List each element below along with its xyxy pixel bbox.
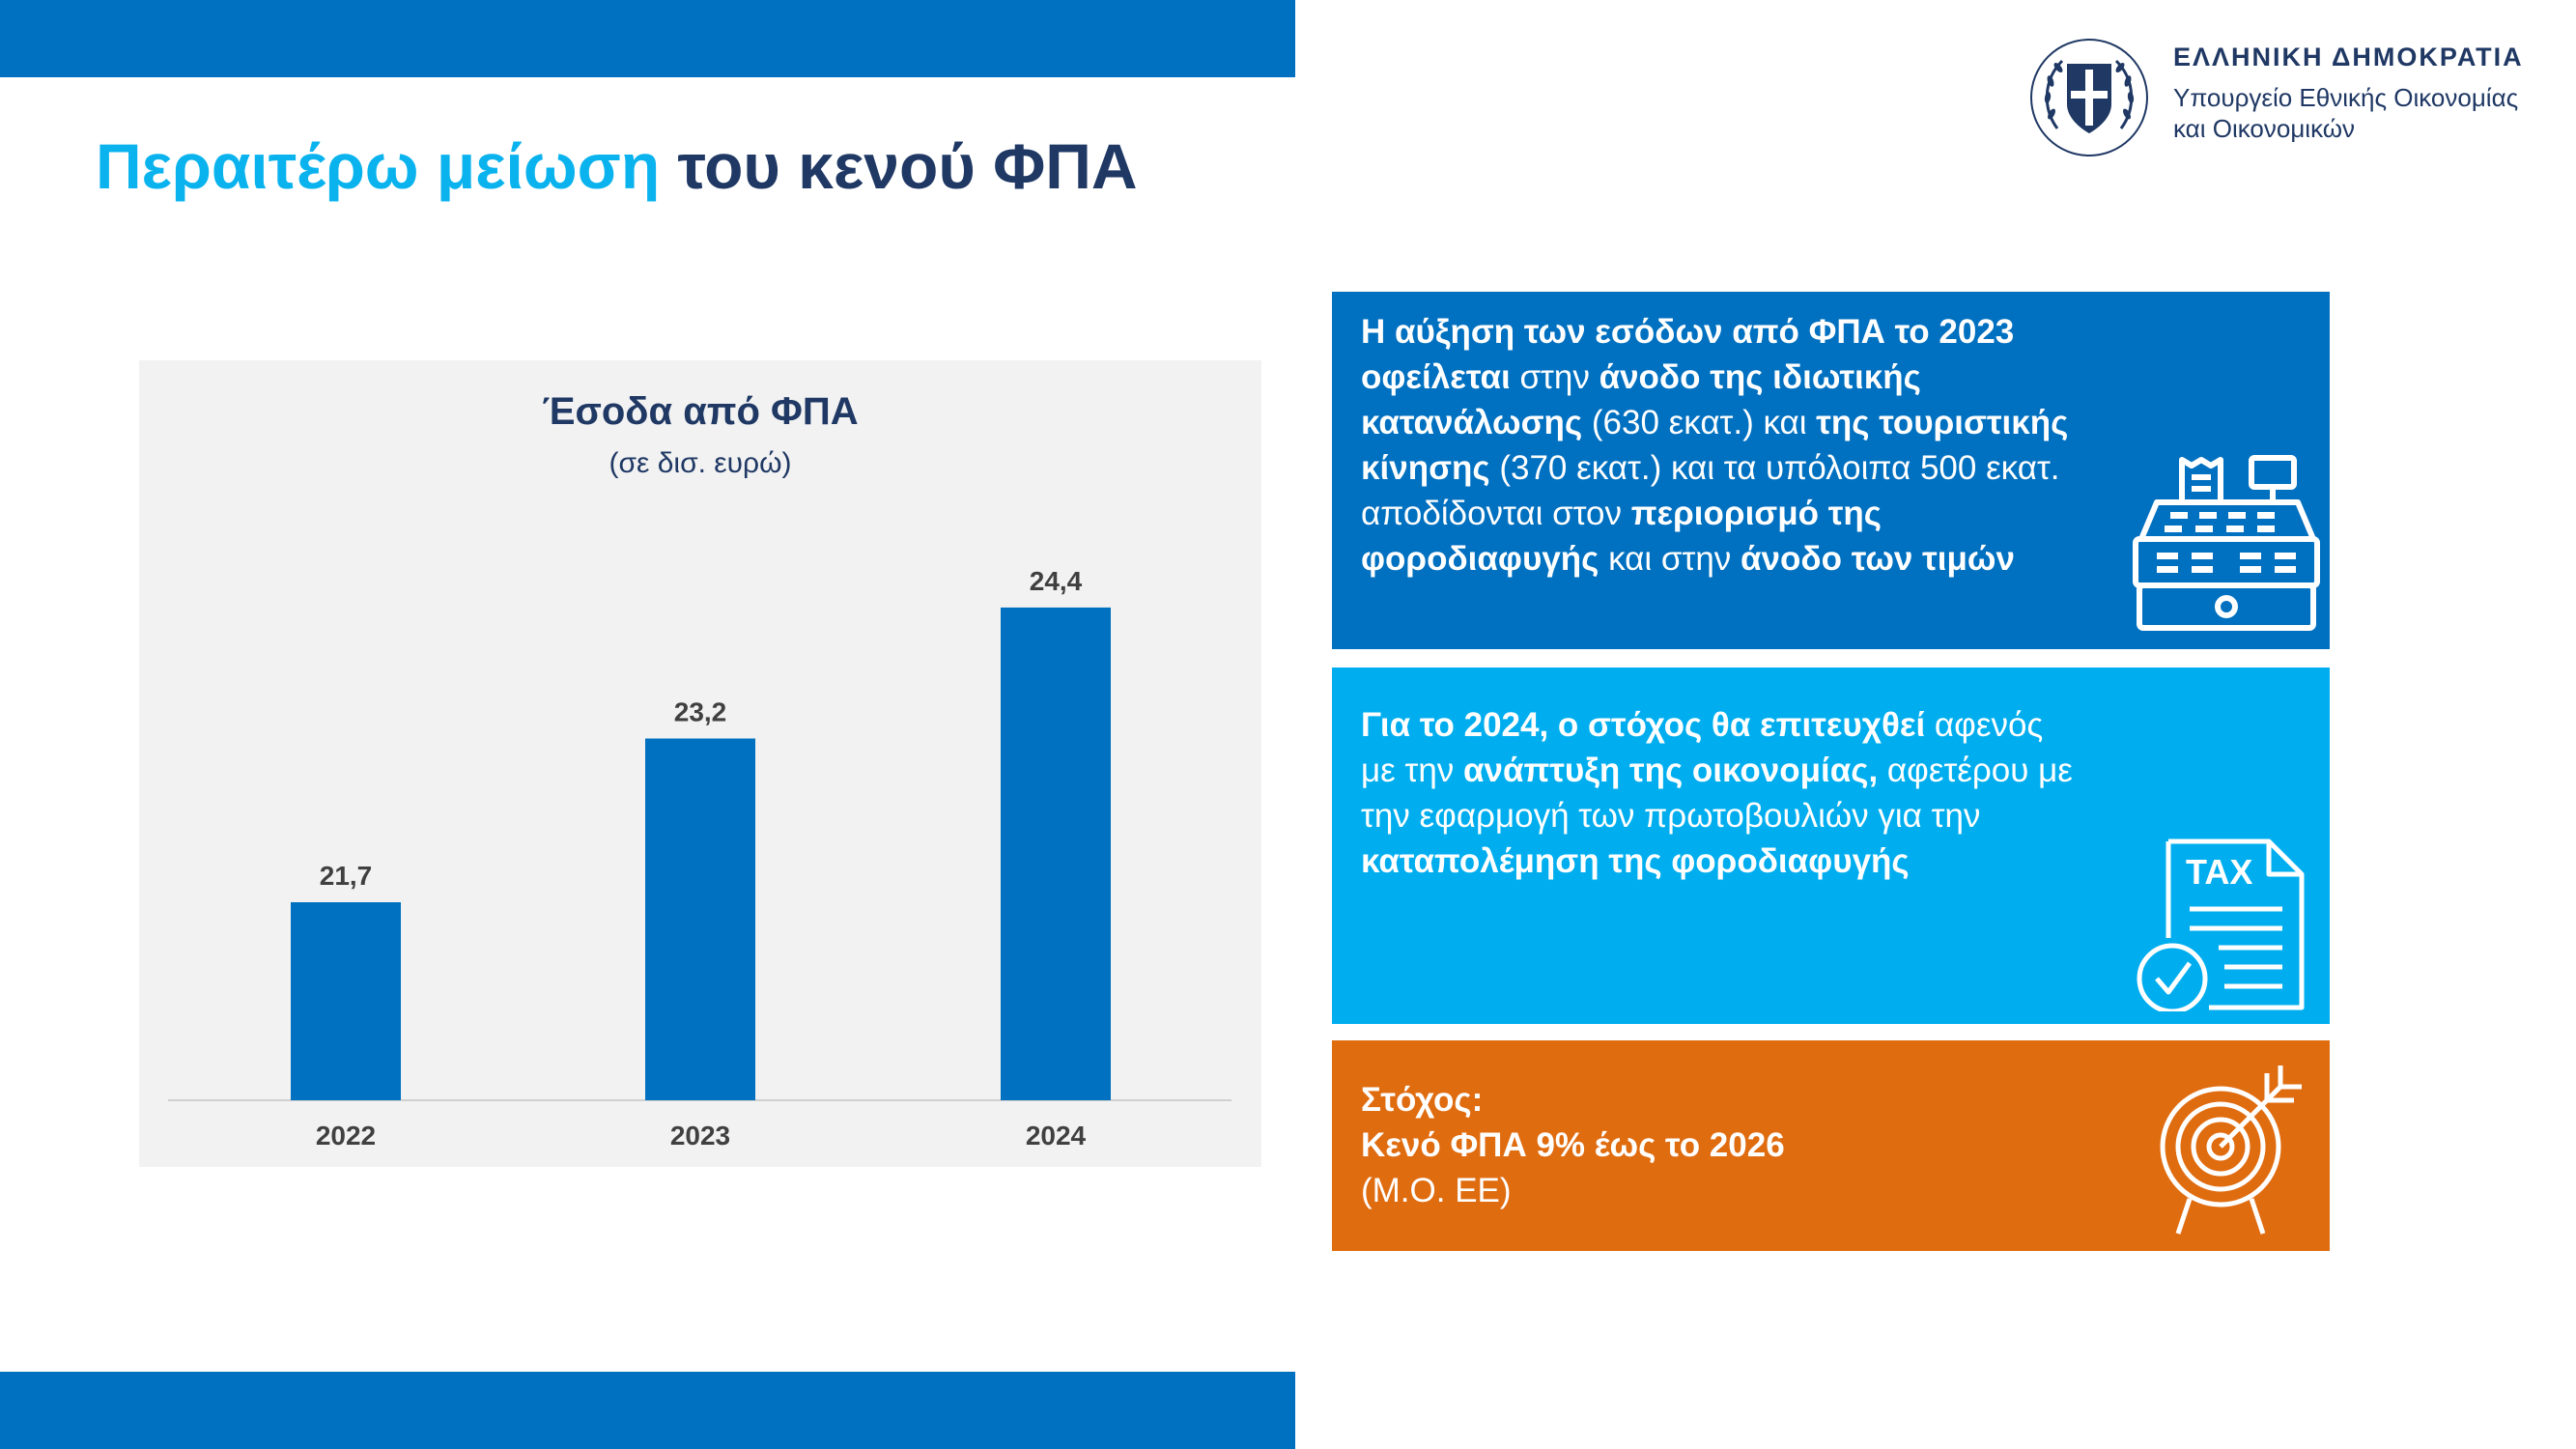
- bar-value-label: 23,2: [674, 697, 727, 727]
- box1-segment: στην: [1510, 358, 1599, 396]
- org-name: ΕΛΛΗΝΙΚΗ ΔΗΜΟΚΡΑΤΙΑ: [2173, 43, 2524, 71]
- x-tick-label: 2024: [1026, 1121, 1087, 1151]
- box1-segment: άνοδο των τιμών: [1741, 540, 2015, 578]
- info-box-vat-increase-text: Η αύξηση των εσόδων από ΦΠΑ το 2023 οφεί…: [1361, 309, 2076, 582]
- box2-segment: αφετέρου με την εφαρμογή των πρωτοβουλιώ…: [1361, 752, 2073, 835]
- title-rest: του κενού ΦΠΑ: [677, 130, 1138, 202]
- info-box-vat-increase: Η αύξηση των εσόδων από ΦΠΑ το 2023 οφεί…: [1332, 292, 2330, 649]
- box2-segment: Για το 2024, ο στόχος θα επιτευχθεί: [1361, 706, 1926, 744]
- chart-subtitle: (σε δισ. ευρώ): [609, 447, 791, 479]
- bottom-accent-bar: [0, 1372, 1295, 1449]
- bar-2023: [645, 738, 755, 1100]
- tax-icon-label: TAX: [2186, 852, 2252, 892]
- target-arrow-icon: [2160, 1065, 2302, 1235]
- box1-segment: οφείλεται: [1361, 358, 1511, 396]
- info-box-2024-target-text: Για το 2024, ο στόχος θα επιτευχθεί αφεν…: [1361, 702, 2076, 884]
- tax-document-check-icon: TAX: [2137, 838, 2305, 1011]
- box1-segment: άνοδο της ιδιωτικής κατανάλωσης: [1361, 358, 1921, 441]
- box1-segment: περιορισμό της φοροδιαφυγής: [1361, 495, 1882, 578]
- chart-title: Έσοδα από ΦΠΑ: [542, 390, 858, 433]
- cash-register-icon: [2133, 455, 2320, 631]
- bar-2024: [1001, 607, 1111, 1100]
- x-tick-label: 2023: [670, 1121, 730, 1151]
- box3-segment: (Μ.Ο. ΕΕ): [1361, 1172, 1512, 1209]
- ministry-logo: ΕΛΛΗΝΙΚΗ ΔΗΜΟΚΡΑΤΙΑ Υπουργείο Εθνικής Οι…: [2028, 37, 2550, 162]
- ministry-name-line2: και Οικονομικών: [2173, 114, 2356, 143]
- x-tick-label: 2022: [316, 1121, 376, 1151]
- ministry-name-line1: Υπουργείο Εθνικής Οικονομίας: [2173, 83, 2519, 112]
- box1-segment: (630 εκατ.) και: [1582, 404, 1817, 441]
- info-box-goal: Στόχος: Κενό ΦΠΑ 9% έως το 2026 (Μ.Ο. ΕΕ): [1332, 1040, 2330, 1251]
- box2-segment: καταπολέμηση της φοροδιαφυγής: [1361, 842, 1910, 880]
- greek-state-emblem-icon: [2030, 39, 2148, 156]
- bar-2022: [291, 902, 401, 1100]
- info-box-2024-target: Για το 2024, ο στόχος θα επιτευχθεί αφεν…: [1332, 668, 2330, 1024]
- box1-segment: Η αύξηση των εσόδων από ΦΠΑ το 2023: [1361, 313, 2015, 351]
- box3-segment: Κενό ΦΠΑ 9% έως το 2026: [1361, 1126, 1785, 1164]
- box1-segment: (370 εκατ.) και τα υπόλοιπα 500 εκατ. απ…: [1361, 449, 2060, 532]
- top-accent-bar: [0, 0, 1295, 77]
- chart-canvas: Έσοδα από ΦΠΑ (σε δισ. ευρώ) 21,7 2022 23,…: [168, 390, 1231, 1151]
- box2-segment: ανάπτυξη της οικονομίας,: [1463, 752, 1879, 789]
- box3-segment: Στόχος:: [1361, 1081, 1484, 1119]
- info-box-goal-text: Στόχος: Κενό ΦΠΑ 9% έως το 2026 (Μ.Ο. ΕΕ): [1361, 1077, 2076, 1213]
- page-title: Περαιτέρω μείωση του κενού ΦΠΑ: [96, 129, 1138, 203]
- box2-segment: αφενός με την: [1361, 706, 2044, 789]
- bar-value-label: 24,4: [1030, 566, 1083, 596]
- box1-segment: της τουριστικής κίνησης: [1361, 404, 2069, 487]
- bar-value-label: 21,7: [320, 861, 373, 891]
- vat-revenue-chart: Έσοδα από ΦΠΑ (σε δισ. ευρώ) 21,7 2022 23,…: [139, 360, 1261, 1167]
- title-highlight: Περαιτέρω μείωση: [96, 130, 661, 202]
- box1-segment: και στην: [1599, 540, 1741, 578]
